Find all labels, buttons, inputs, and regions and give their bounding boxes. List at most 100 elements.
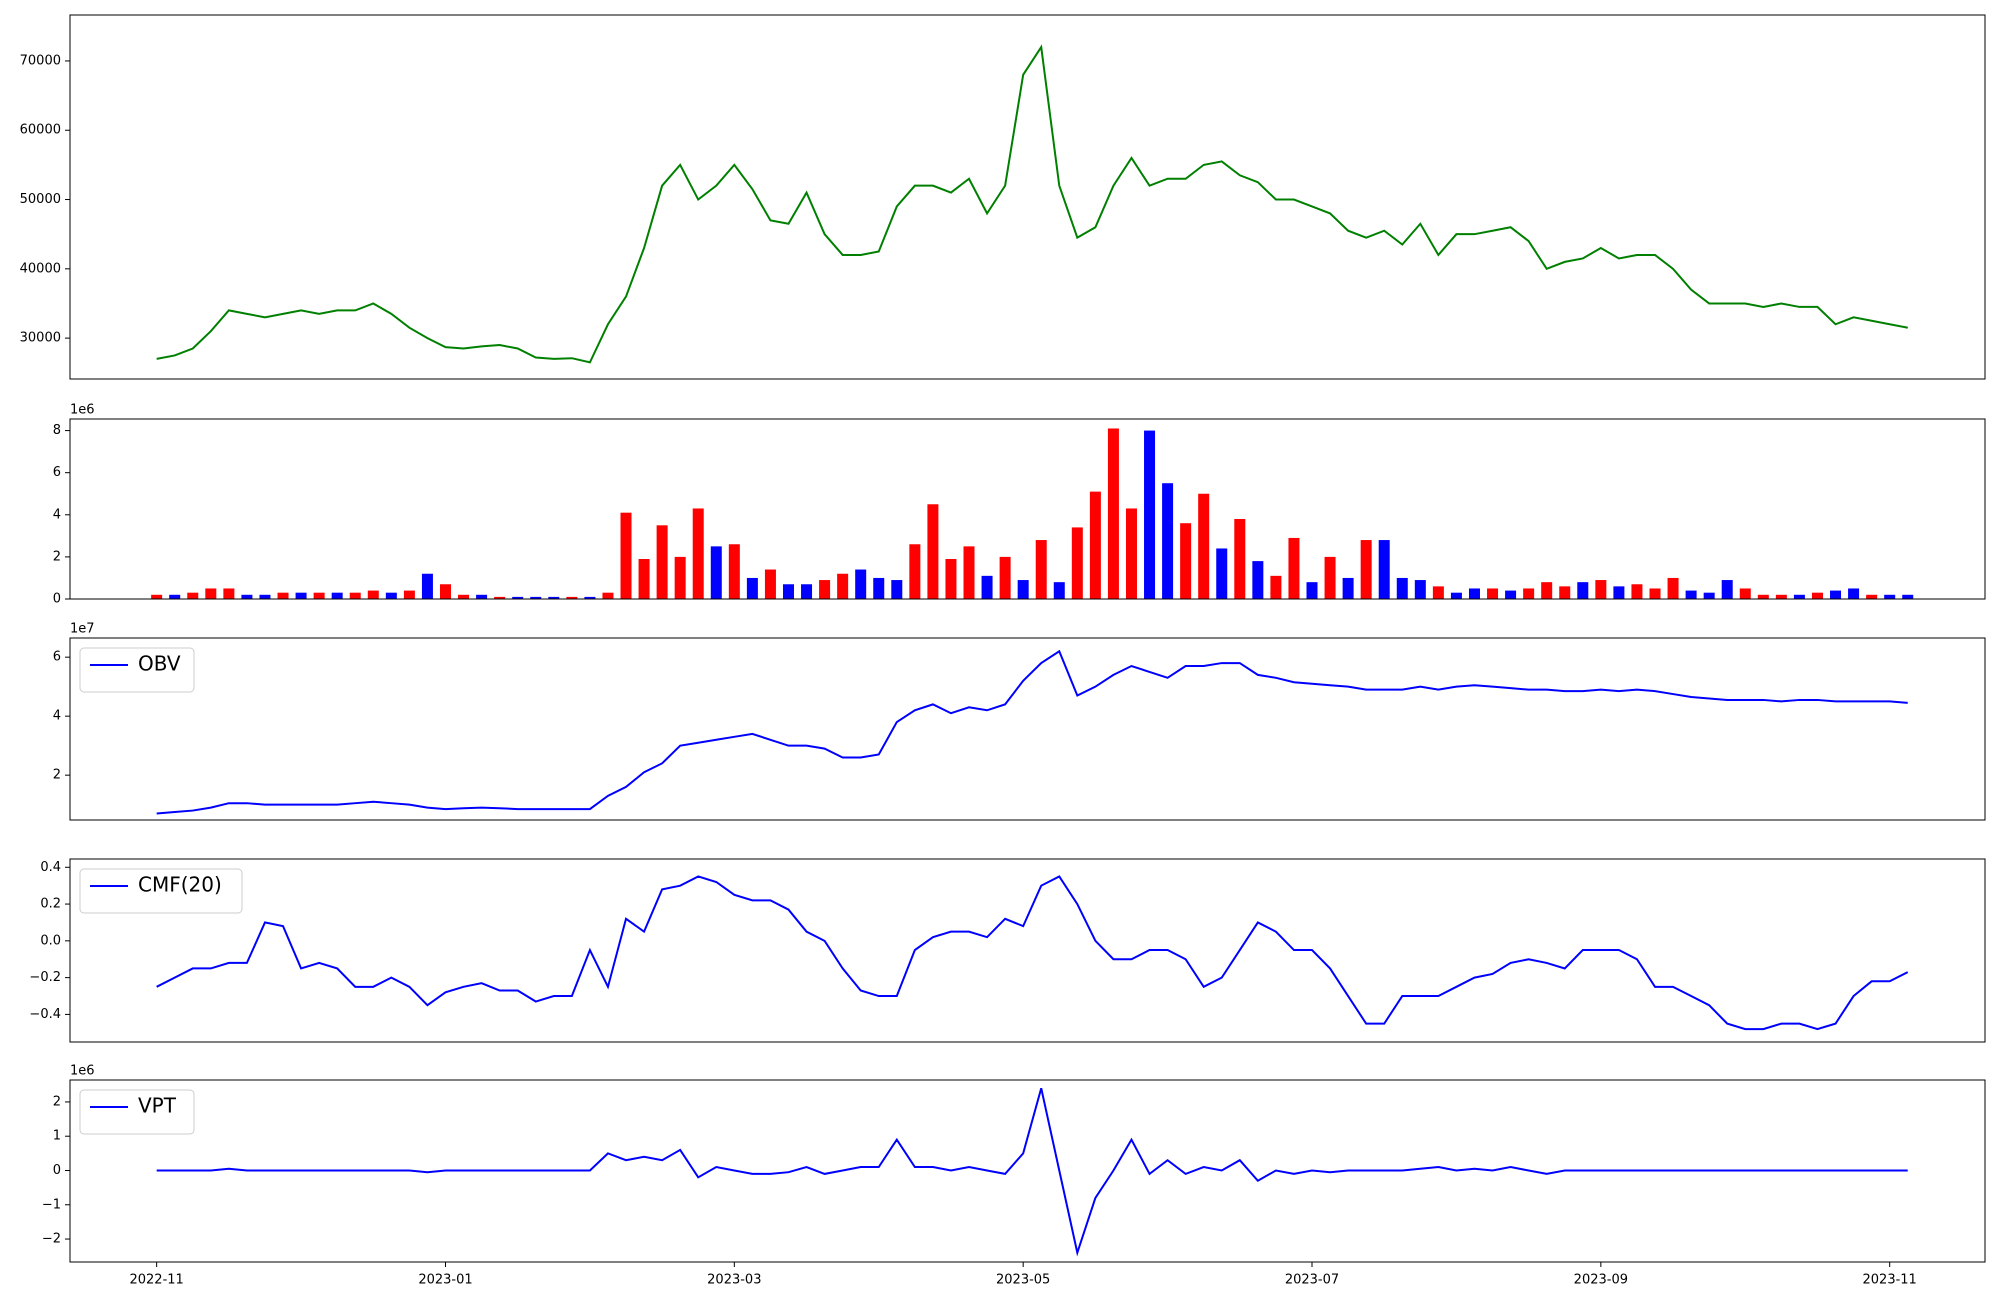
bar (638, 559, 650, 599)
bar (1902, 594, 1914, 599)
bar (1775, 594, 1787, 599)
y-tick-label: −1 (42, 1197, 61, 1212)
bar (782, 584, 794, 599)
bar (837, 573, 849, 599)
bar (367, 590, 379, 599)
bar (1613, 586, 1625, 599)
bar (476, 594, 488, 599)
bar (999, 556, 1011, 599)
bar (277, 592, 289, 599)
y-tick-label: 0 (53, 592, 61, 607)
x-tick-label: 2022-11 (129, 1273, 183, 1288)
bar (1577, 582, 1589, 599)
axes-frame (69, 858, 1986, 1043)
y-tick-label: 8 (53, 423, 61, 438)
y-tick-label: 40000 (20, 261, 61, 276)
axes-frame (69, 637, 1986, 821)
bar (1360, 540, 1372, 599)
y-tick-label: −2 (42, 1232, 61, 1247)
bar (692, 508, 704, 599)
y-tick-label: 70000 (20, 53, 61, 68)
bar (927, 504, 939, 599)
bar (205, 588, 217, 599)
x-tick-label: 2023-07 (1285, 1273, 1339, 1288)
x-tick-label: 2023-11 (1863, 1273, 1917, 1288)
bar (241, 594, 253, 599)
axes-frame (69, 418, 1986, 600)
offset-label: 1e6 (70, 403, 95, 418)
axes-frame (69, 1079, 1986, 1263)
y-tick-label: 6 (53, 650, 61, 665)
bar (566, 596, 578, 599)
bar (1270, 575, 1282, 599)
y-tick-label: 0.4 (40, 860, 61, 875)
bar (421, 573, 433, 599)
legend-label: OBV (138, 652, 181, 676)
y-tick-label: 0.2 (40, 897, 61, 912)
bar (1180, 523, 1192, 599)
y-tick-label: 2 (53, 1094, 61, 1109)
y-tick-label: 4 (53, 507, 61, 522)
bar (1595, 580, 1607, 599)
offset-label: 1e6 (70, 1064, 95, 1079)
bar (512, 596, 524, 599)
y-tick-label: 2 (53, 768, 61, 783)
bar (1107, 428, 1119, 599)
bar (945, 559, 957, 599)
legend-label: VPT (138, 1094, 177, 1118)
bar (1523, 588, 1535, 599)
bar (620, 512, 632, 599)
x-tick-label: 2023-05 (996, 1273, 1050, 1288)
bar (1342, 577, 1354, 599)
y-tick-label: 60000 (20, 123, 61, 138)
bar (1396, 577, 1408, 599)
bar (764, 569, 776, 599)
offset-label: 1e7 (70, 622, 95, 637)
bar (1848, 588, 1860, 599)
bar (313, 592, 325, 599)
y-tick-label: 4 (53, 709, 61, 724)
bar (223, 588, 235, 599)
bar (1468, 588, 1480, 599)
bar (1649, 588, 1661, 599)
bar (584, 596, 596, 599)
bar (1866, 594, 1878, 599)
bar (674, 556, 686, 599)
bar (1450, 592, 1462, 599)
bar (1017, 580, 1029, 599)
bar (1884, 594, 1896, 599)
bar (1541, 582, 1553, 599)
bar (1793, 594, 1805, 599)
bar (855, 569, 867, 599)
bar (494, 596, 506, 599)
data-line (156, 649, 1908, 815)
bar (1667, 577, 1679, 599)
bar (602, 592, 614, 599)
bar (1739, 588, 1751, 599)
data-line (156, 875, 1909, 1031)
bar (656, 525, 668, 599)
y-tick-label: 30000 (20, 331, 61, 346)
bar (1378, 540, 1390, 599)
bar (1487, 588, 1499, 599)
bar (1144, 430, 1156, 599)
y-tick-label: 0 (53, 1163, 61, 1178)
bar (981, 575, 993, 599)
bar (801, 584, 813, 599)
y-tick-label: 50000 (20, 192, 61, 207)
bar (295, 592, 307, 599)
bar (439, 584, 451, 599)
bar (403, 590, 415, 599)
legend-box (79, 1089, 195, 1135)
bar (331, 592, 343, 599)
bar (1216, 548, 1228, 599)
x-tick-label: 2023-03 (707, 1273, 761, 1288)
bar (1198, 493, 1210, 599)
y-tick-label: 0.0 (40, 933, 61, 948)
bar (530, 596, 542, 599)
bar (169, 594, 181, 599)
y-tick-label: −0.2 (29, 970, 61, 985)
x-tick-label: 2023-01 (418, 1273, 472, 1288)
bar (746, 577, 758, 599)
